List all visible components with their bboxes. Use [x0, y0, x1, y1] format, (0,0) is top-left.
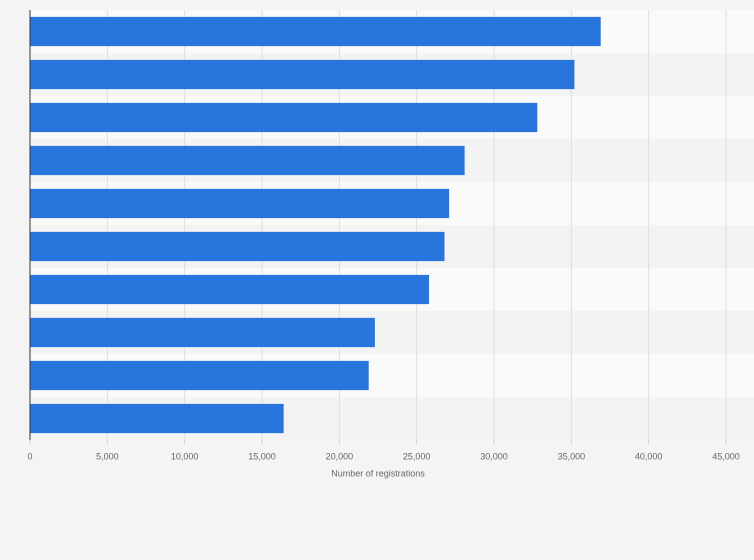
bar	[30, 317, 375, 348]
bar	[30, 145, 465, 176]
bar	[30, 360, 369, 391]
bar	[30, 16, 601, 47]
x-tick-label: 30,000	[480, 451, 508, 461]
x-tick-label: 10,000	[171, 451, 199, 461]
x-tick-label: 0	[27, 451, 32, 461]
x-tick-label: 40,000	[635, 451, 663, 461]
bar	[30, 102, 538, 133]
bar	[30, 231, 445, 262]
x-tick-label: 35,000	[558, 451, 586, 461]
bar	[30, 59, 575, 90]
x-axis-title: Number of registrations	[331, 468, 425, 478]
bar	[30, 188, 450, 219]
bar	[30, 403, 284, 434]
x-tick-label: 5,000	[96, 451, 119, 461]
x-tick-label: 25,000	[403, 451, 431, 461]
x-tick-label: 15,000	[248, 451, 276, 461]
x-tick-label: 20,000	[326, 451, 354, 461]
x-tick-label: 45,000	[712, 451, 740, 461]
bar	[30, 274, 430, 305]
